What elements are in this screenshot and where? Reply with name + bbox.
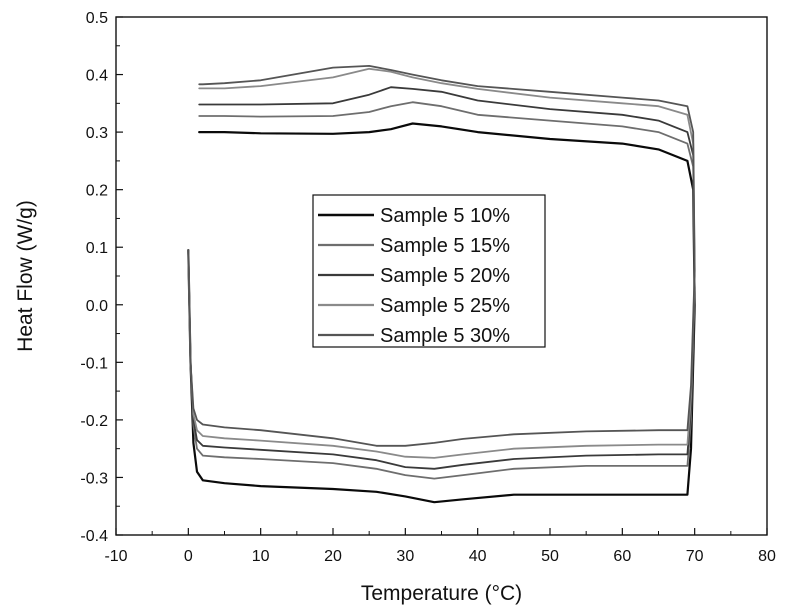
legend-label: Sample 5 10% [380, 205, 510, 227]
y-tick-label: -0.3 [80, 470, 108, 487]
x-tick-label: 40 [469, 548, 487, 565]
series-line-5 [187, 65, 696, 447]
y-axis-title: Heat Flow (W/g) [14, 200, 37, 352]
legend: Sample 5 10% Sample 5 15% Sample 5 20% Samp… [312, 194, 546, 348]
y-tick-label: 0.1 [86, 240, 108, 257]
y-tick-label: 0.5 [86, 10, 108, 27]
x-tick-label: 50 [541, 548, 559, 565]
x-tick-label: -10 [104, 548, 127, 565]
series-line-4 [187, 67, 696, 459]
series-line-1 [187, 122, 696, 504]
y-tick-label: 0.0 [86, 298, 108, 315]
y-tick-label: 0.4 [86, 68, 108, 85]
axis-ticks: -10 0 10 20 30 40 50 60 70 80 -0.4 -0.3 -0.2 -0.1 0.0 0… [80, 10, 776, 565]
y-tick-label: -0.1 [80, 355, 108, 372]
legend-label: Sample 5 30% [380, 325, 510, 347]
y-tick-label: 0.2 [86, 183, 108, 200]
data-series [187, 65, 696, 504]
legend-label: Sample 5 15% [380, 235, 510, 257]
legend-label: Sample 5 25% [380, 295, 510, 317]
x-tick-label: 10 [252, 548, 270, 565]
x-axis-title: Temperature (°C) [361, 582, 522, 605]
legend-label: Sample 5 20% [380, 265, 510, 287]
y-tick-label: -0.4 [80, 528, 108, 545]
y-tick-label: 0.3 [86, 125, 108, 142]
y-tick-label: -0.2 [80, 413, 108, 430]
x-tick-label: 0 [184, 548, 193, 565]
x-tick-label: 80 [758, 548, 776, 565]
x-tick-label: 60 [613, 548, 631, 565]
legend-box [312, 194, 546, 348]
x-tick-label: 20 [324, 548, 342, 565]
x-tick-label: 30 [396, 548, 414, 565]
x-tick-label: 70 [686, 548, 704, 565]
